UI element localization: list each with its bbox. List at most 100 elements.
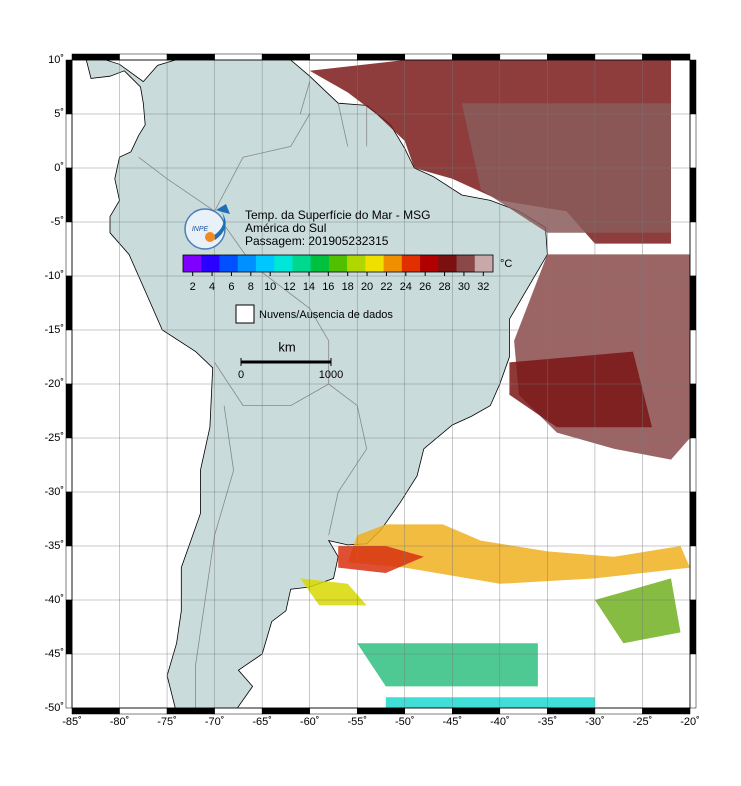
frame-segment: [689, 59, 697, 115]
colorbar-step: [255, 255, 275, 272]
colorbar-step: [328, 255, 348, 272]
frame-segment: [356, 707, 406, 715]
colorbar-tick-label: 18: [342, 281, 354, 293]
logo-text: INPE: [192, 226, 209, 233]
frame-segment: [689, 221, 697, 277]
frame-segment: [71, 53, 120, 61]
colorbar-tick-label: 10: [264, 281, 276, 293]
frame-segment: [499, 707, 548, 715]
sst-patch: [347, 524, 690, 584]
frame-segment: [65, 437, 73, 493]
frame-segment: [65, 653, 73, 709]
colorbar-step: [274, 255, 293, 272]
legend-swatch: [235, 304, 255, 324]
y-tick-label: -15˚: [44, 324, 64, 336]
colorbar-step: [183, 255, 202, 272]
frame: [65, 53, 697, 715]
y-tick-label: -20˚: [44, 378, 64, 390]
frame-segment: [65, 491, 73, 547]
x-tick-label: -30˚: [585, 716, 605, 728]
logo-dot: [205, 232, 215, 242]
sst-patch: [300, 578, 367, 606]
colorbar-step: [292, 255, 312, 272]
sst-patch: [338, 546, 424, 573]
border-line: [138, 113, 311, 212]
colorbar-step: [347, 255, 366, 272]
x-tick-label: -25˚: [633, 716, 653, 728]
colorbar-tick-label: 32: [477, 281, 489, 293]
colorbar-step: [310, 255, 330, 272]
frame-segment: [689, 275, 697, 331]
colorbar-step: [365, 255, 385, 272]
frame-segment: [452, 53, 501, 61]
colorbar-tick-label: 28: [438, 281, 450, 293]
y-tick-label: -35˚: [44, 540, 64, 552]
colorbar-unit: °C: [500, 258, 512, 270]
y-tick-label: -25˚: [44, 432, 64, 444]
frame-segment: [309, 53, 358, 61]
y-tick-label: -40˚: [44, 594, 64, 606]
x-tick-label: -55˚: [347, 716, 367, 728]
frame-segment: [689, 167, 697, 223]
map-border: [71, 59, 691, 709]
sst-patch: [509, 351, 652, 428]
x-tick-label: -75˚: [157, 716, 177, 728]
legend-label: Nuvens/Ausencia de dados: [259, 309, 393, 321]
frame-segment: [356, 53, 406, 61]
frame-segment: [65, 221, 73, 277]
colorbar-tick-label: 8: [248, 281, 254, 293]
colorbar-step: [438, 255, 458, 272]
colorbar-tick-label: 2: [190, 281, 196, 293]
region: América do Sul: [245, 221, 326, 235]
y-tick-label: 10˚: [48, 54, 64, 66]
frame-segment: [689, 545, 697, 601]
x-tick-label: -50˚: [395, 716, 415, 728]
x-tick-label: -70˚: [205, 716, 225, 728]
y-tick-label: -50˚: [44, 702, 64, 714]
colorbar-step: [401, 255, 421, 272]
y-tick-label: -30˚: [44, 486, 64, 498]
scalebar-unit: km: [278, 339, 295, 354]
frame-segment: [65, 59, 73, 115]
frame-segment: [689, 599, 697, 655]
x-tick-label: -85˚: [62, 716, 82, 728]
colorbar-step: [237, 255, 257, 272]
frame-segment: [65, 275, 73, 331]
colorbar-tick-label: 30: [458, 281, 470, 293]
frame-segment: [689, 437, 697, 493]
title: Temp. da Superfície do Mar - MSG: [245, 208, 430, 222]
x-tick-label: -20˚: [680, 716, 700, 728]
frame-segment: [547, 707, 596, 715]
y-tick-label: -45˚: [44, 648, 64, 660]
colorbar-step: [474, 255, 494, 272]
colorbar-tick-label: 14: [303, 281, 315, 293]
overlay: INPE Temp. da Superfície do Mar - MSG Am…: [182, 204, 512, 381]
sst-patch: [594, 578, 681, 644]
frame-segment: [642, 707, 691, 715]
colorbar-tick-label: 6: [228, 281, 234, 293]
x-tick-label: -80˚: [110, 716, 130, 728]
frame-segment: [547, 53, 596, 61]
frame-segment: [594, 53, 643, 61]
y-tick-label: 0˚: [54, 162, 64, 174]
x-tick-label: -65˚: [252, 716, 272, 728]
sst-patch: [385, 697, 595, 708]
border-line: [195, 405, 235, 708]
frame-segment: [65, 545, 73, 601]
scalebar-tick-label: 1000: [319, 369, 343, 381]
frame-segment: [65, 329, 73, 385]
x-tick-label: -45˚: [443, 716, 463, 728]
frame-segment: [65, 113, 73, 169]
grid-layer: -85˚ -80˚ -75˚ -70˚ -65˚ -60˚ -55˚ -50˚ -45˚ -40˚…: [44, 54, 699, 728]
frame-segment: [309, 707, 358, 715]
colorbar-step: [201, 255, 220, 272]
x-tick-label: -60˚: [300, 716, 320, 728]
scalebar-tick-label: 0: [238, 369, 244, 381]
frame-segment: [689, 113, 697, 169]
frame-segment: [166, 53, 215, 61]
border-line: [337, 103, 349, 147]
frame-segment: [119, 53, 168, 61]
frame-segment: [689, 329, 697, 385]
border-line: [299, 81, 311, 115]
